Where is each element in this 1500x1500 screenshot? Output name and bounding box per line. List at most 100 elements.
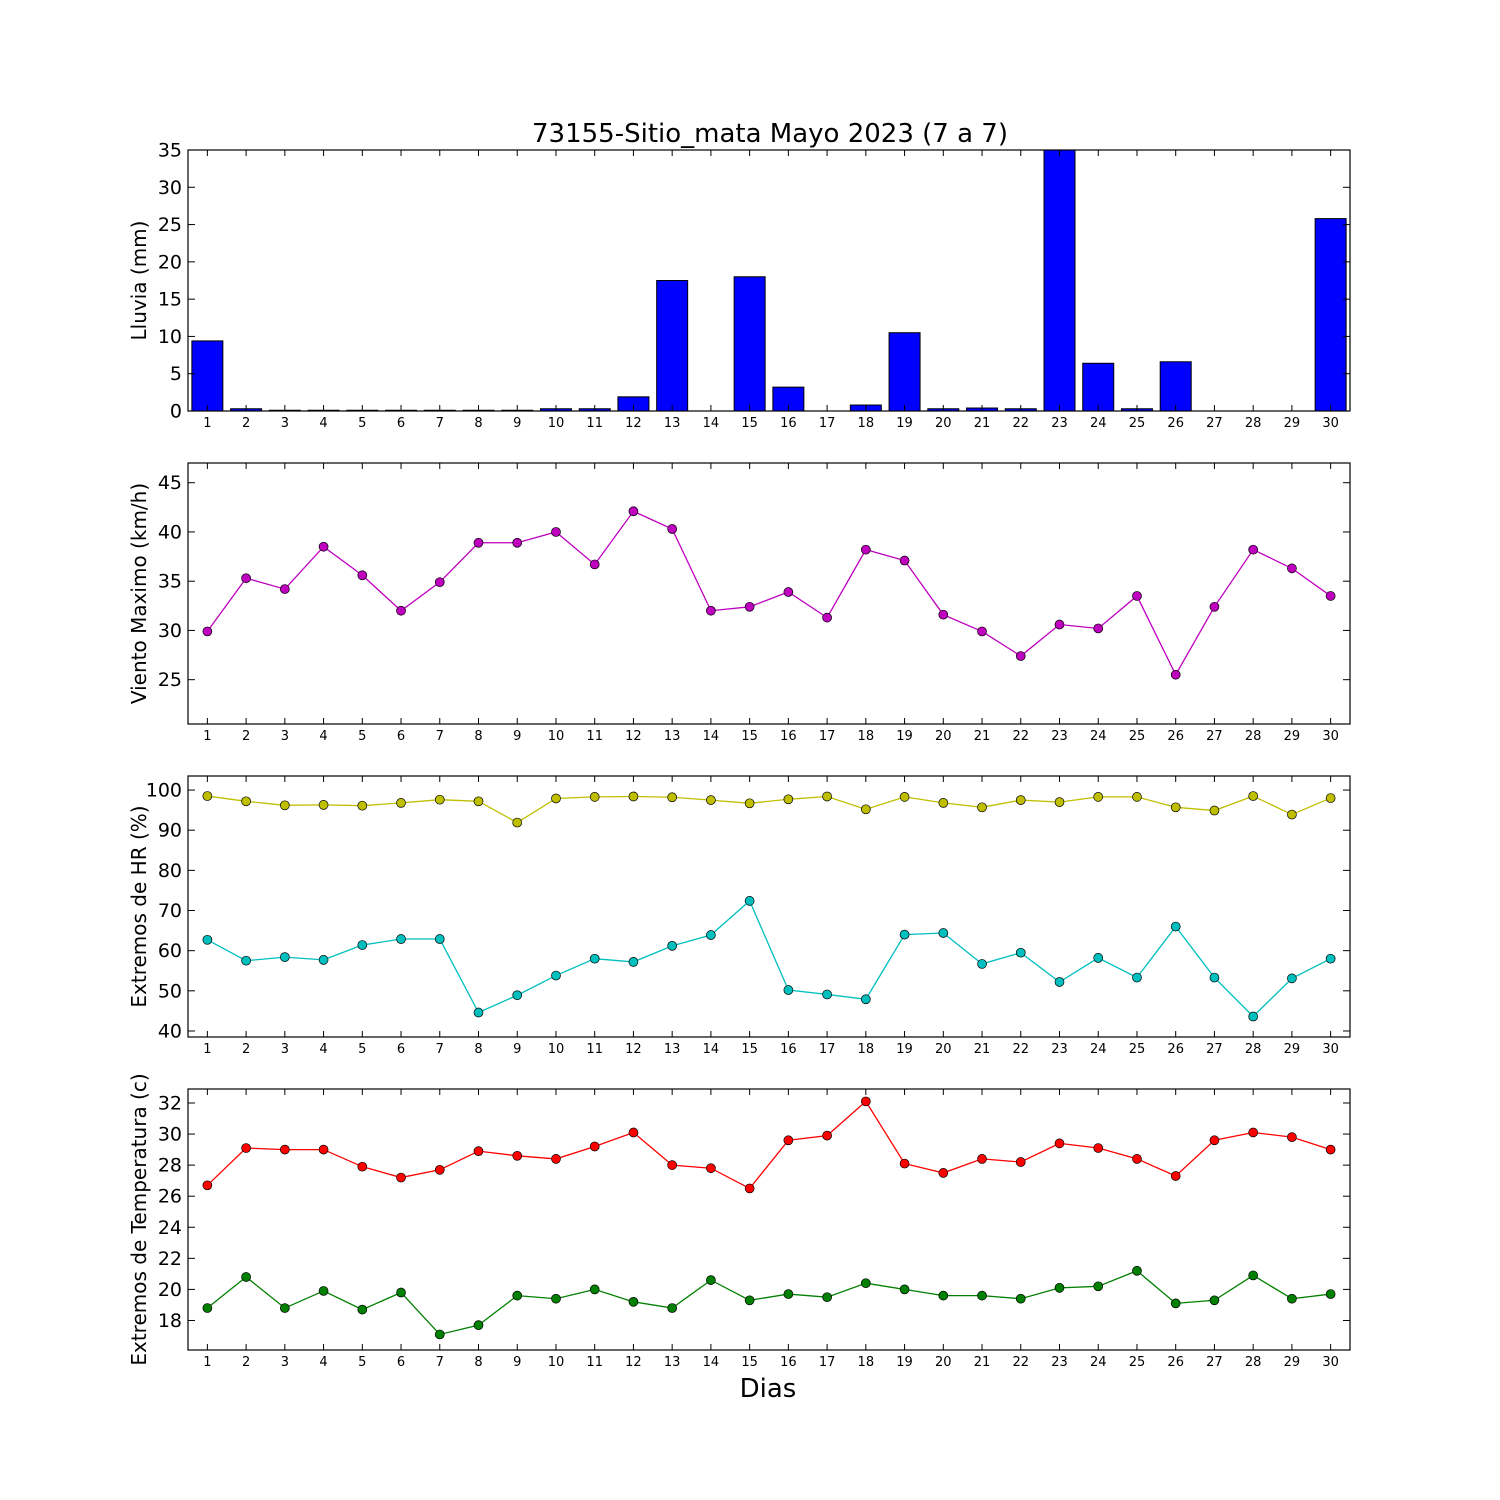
y-tick-label-temp-22: 22 [158, 1248, 182, 1270]
x-tick-label-rain-27: 27 [1206, 416, 1223, 431]
series-line-wind-0 [206, 510, 1332, 677]
point-hr-1-day-20 [938, 928, 949, 938]
x-tick-label-wind-1: 1 [203, 729, 211, 744]
x-tick-label-temp-2: 2 [242, 1355, 250, 1370]
point-temp-0-day-20 [938, 1168, 949, 1178]
x-tick-label-hr-18: 18 [858, 1042, 875, 1057]
x-tick-label-temp-28: 28 [1245, 1355, 1262, 1370]
x-tick-label-wind-26: 26 [1167, 729, 1184, 744]
point-hr-1-day-19 [899, 929, 910, 940]
point-temp-0-day-29 [1287, 1132, 1297, 1143]
y-tick-label-wind-45: 45 [158, 472, 182, 494]
point-wind-0-day-3 [279, 584, 290, 594]
point-temp-0-day-13 [667, 1160, 678, 1170]
point-hr-0-day-22 [1015, 795, 1026, 805]
point-temp-0-day-28 [1248, 1127, 1259, 1138]
x-tick-label-temp-12: 12 [625, 1355, 642, 1370]
x-tick-label-temp-24: 24 [1090, 1355, 1107, 1370]
x-tick-label-hr-23: 23 [1051, 1042, 1068, 1057]
point-temp-0-day-19 [899, 1158, 910, 1169]
x-tick-label-rain-20: 20 [935, 416, 952, 431]
axes-frame-wind [187, 462, 1351, 725]
x-tick-label-wind-23: 23 [1051, 729, 1068, 744]
point-hr-1-day-7 [434, 934, 445, 944]
x-tick-label-wind-6: 6 [397, 729, 405, 744]
point-hr-0-day-6 [396, 798, 406, 808]
x-tick-label-rain-13: 13 [664, 416, 681, 431]
point-wind-0-day-22 [1015, 651, 1026, 661]
point-temp-0-day-16 [783, 1135, 794, 1146]
point-hr-1-day-18 [860, 994, 871, 1005]
bar-day-15 [733, 276, 766, 412]
bar-day-13 [656, 280, 689, 412]
x-tick-label-rain-19: 19 [896, 416, 913, 431]
x-tick-label-temp-10: 10 [548, 1355, 565, 1370]
point-temp-1-day-12 [628, 1296, 639, 1307]
point-hr-1-day-15 [744, 896, 755, 906]
panel-rain: 1 2 3 4 5 6 7 8 9 10 11 12 13 14 15 16 17 18 19 20 21 22 23 24 2… [127, 140, 1351, 431]
x-tick-label-hr-9: 9 [513, 1042, 521, 1057]
y-tick-label-rain-30: 30 [158, 177, 182, 199]
point-hr-0-day-25 [1132, 792, 1142, 802]
y-tick-label-rain-0: 0 [170, 401, 182, 423]
point-wind-0-day-18 [860, 544, 871, 555]
y-axis-label-hr: Extremos de HR (%) [127, 805, 151, 1007]
y-tick-label-rain-10: 10 [158, 326, 182, 348]
point-hr-1-day-12 [628, 957, 639, 967]
point-temp-1-day-1 [202, 1303, 213, 1313]
point-hr-1-day-30 [1325, 953, 1336, 964]
point-temp-1-day-28 [1248, 1270, 1259, 1281]
point-temp-0-day-23 [1054, 1138, 1065, 1149]
x-tick-label-rain-9: 9 [513, 416, 521, 431]
bar-day-19 [888, 332, 921, 412]
point-temp-1-day-27 [1209, 1295, 1220, 1306]
point-wind-0-day-1 [202, 626, 213, 637]
point-temp-1-day-26 [1170, 1298, 1181, 1309]
x-tick-label-temp-14: 14 [703, 1355, 720, 1370]
x-tick-label-temp-22: 22 [1012, 1355, 1029, 1370]
point-temp-1-day-21 [977, 1290, 987, 1301]
x-tick-label-rain-10: 10 [548, 416, 565, 431]
panel-temp: 1 2 3 4 5 6 7 8 9 10 11 12 13 14 15 16 17 18 19 20 21 22 23 24 2… [127, 1073, 1351, 1370]
x-tick-label-temp-6: 6 [397, 1355, 405, 1370]
axes-frame-rain [187, 149, 1351, 412]
point-temp-0-day-3 [279, 1144, 290, 1155]
point-temp-1-day-25 [1132, 1265, 1142, 1276]
point-wind-0-day-12 [628, 506, 639, 517]
series-line-hr-0 [207, 795, 1331, 824]
point-wind-0-day-9 [512, 537, 523, 548]
y-tick-label-rain-5: 5 [170, 363, 182, 385]
point-wind-0-day-23 [1054, 619, 1065, 630]
y-tick-label-temp-18: 18 [158, 1310, 182, 1332]
point-temp-1-day-7 [434, 1329, 445, 1340]
x-tick-label-rain-26: 26 [1167, 416, 1184, 431]
point-hr-1-day-8 [473, 1007, 484, 1018]
x-tick-label-wind-12: 12 [625, 729, 642, 744]
point-temp-1-day-14 [706, 1275, 716, 1285]
point-hr-0-day-28 [1248, 791, 1259, 801]
point-temp-0-day-7 [434, 1164, 445, 1175]
point-hr-1-day-26 [1170, 921, 1181, 932]
x-tick-label-wind-5: 5 [358, 729, 366, 744]
x-tick-label-rain-1: 1 [203, 416, 211, 431]
x-tick-label-wind-8: 8 [474, 729, 482, 744]
point-wind-0-day-24 [1093, 623, 1104, 634]
point-temp-1-day-10 [551, 1293, 561, 1304]
point-temp-0-day-30 [1325, 1144, 1336, 1155]
point-wind-0-day-17 [822, 612, 832, 623]
x-tick-label-hr-10: 10 [548, 1042, 565, 1057]
x-tick-label-hr-22: 22 [1012, 1042, 1029, 1057]
point-temp-0-day-10 [551, 1154, 561, 1164]
x-tick-label-wind-21: 21 [974, 729, 991, 744]
point-temp-1-day-3 [279, 1303, 290, 1313]
point-hr-1-day-6 [396, 934, 406, 944]
point-hr-1-day-23 [1054, 977, 1065, 987]
x-tick-label-rain-5: 5 [358, 416, 366, 431]
point-hr-0-day-14 [706, 795, 716, 805]
point-temp-0-day-24 [1093, 1143, 1104, 1153]
x-tick-label-wind-9: 9 [513, 729, 521, 744]
x-tick-label-wind-2: 2 [242, 729, 250, 744]
x-tick-label-hr-1: 1 [203, 1042, 211, 1057]
bar-day-23 [1043, 149, 1076, 412]
